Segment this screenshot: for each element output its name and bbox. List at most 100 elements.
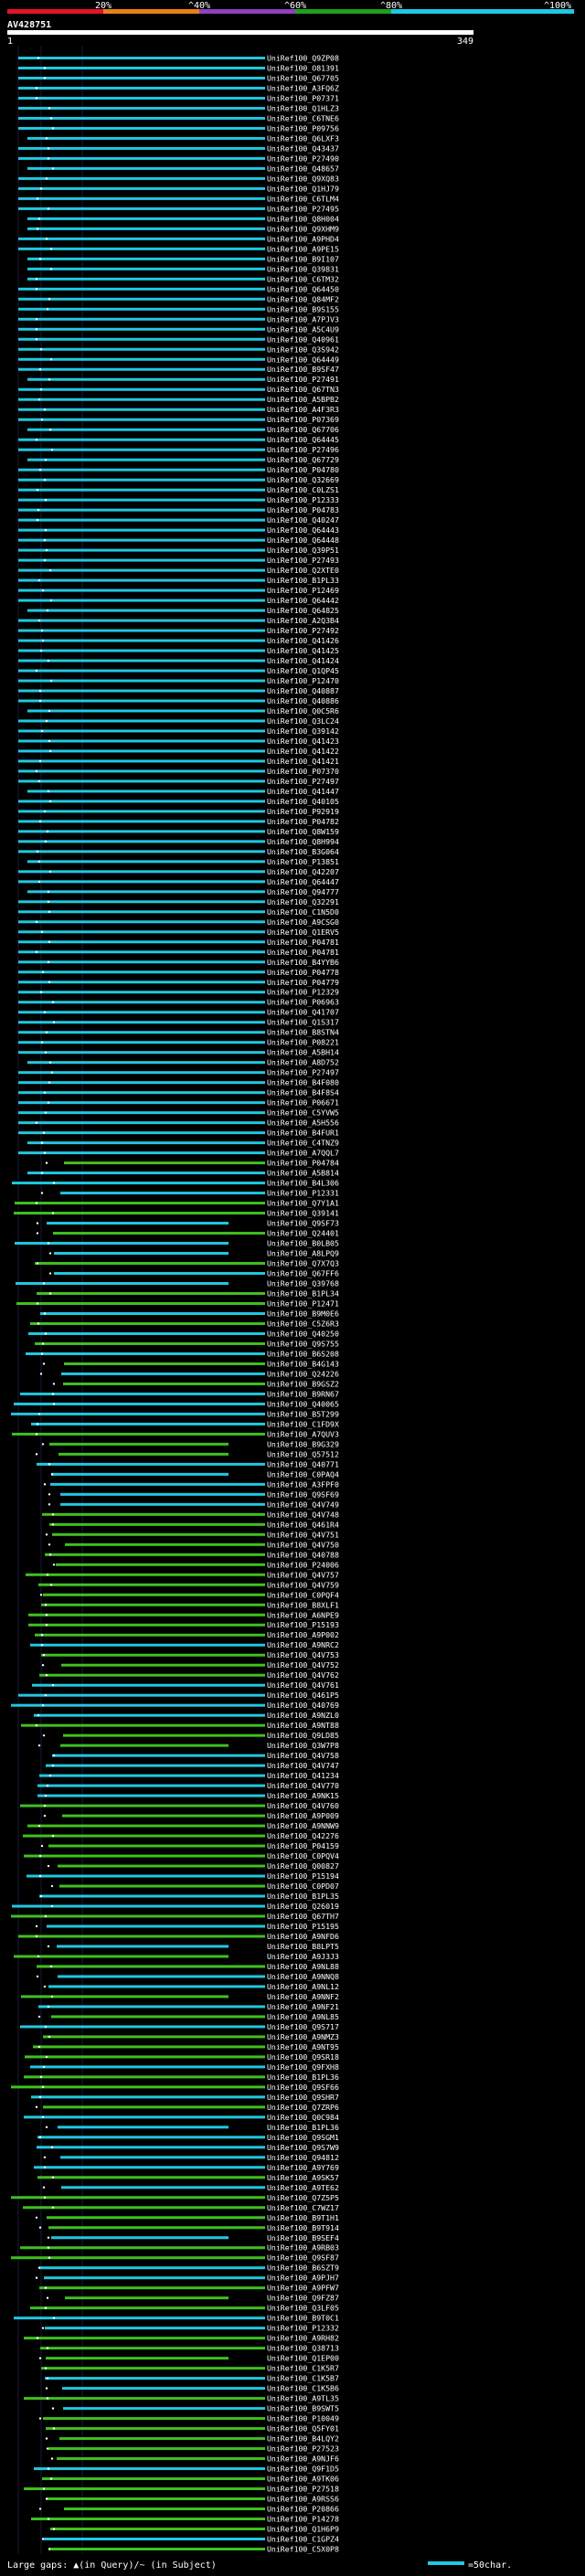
hit-row[interactable]: UniRef100_P07369 xyxy=(18,415,339,424)
hit-row[interactable]: UniRef100_Q7Z5P5 xyxy=(11,2193,339,2202)
hit-row[interactable]: UniRef100_C1FD9X xyxy=(31,1419,339,1428)
hit-label[interactable]: UniRef100_Q3W7P8 xyxy=(267,1741,339,1750)
hit-label[interactable]: UniRef100_B9GSZ2 xyxy=(267,1379,339,1388)
hit-label[interactable]: UniRef100_C6TLM4 xyxy=(267,194,339,203)
hit-row[interactable]: UniRef100_Q00827 xyxy=(47,1861,339,1871)
hit-row[interactable]: UniRef100_A9PJH7 xyxy=(35,2274,339,2283)
hit-label[interactable]: UniRef100_A9NMZ3 xyxy=(267,2032,339,2041)
hit-label[interactable]: UniRef100_P04780 xyxy=(267,465,339,474)
hit-label[interactable]: UniRef100_B1PL36 xyxy=(267,2072,339,2082)
hit-label[interactable]: UniRef100_Q40886 xyxy=(267,696,339,705)
hit-label[interactable]: UniRef100_P10049 xyxy=(267,2414,339,2423)
hit-label[interactable]: UniRef100_P27495 xyxy=(267,204,339,213)
hit-label[interactable]: UniRef100_Q4V751 xyxy=(267,1530,339,1539)
hit-row[interactable]: UniRef100_P04781 xyxy=(18,938,339,947)
hit-row[interactable]: UniRef100_Q0C5R6 xyxy=(27,706,339,716)
hit-row[interactable]: UniRef100_B4F080 xyxy=(18,1078,339,1087)
hit-label[interactable]: UniRef100_B0LB05 xyxy=(267,1239,339,1248)
hit-row[interactable]: UniRef100_C1K5R7 xyxy=(41,2364,339,2373)
hit-label[interactable]: UniRef100_C5YVW5 xyxy=(267,1108,339,1118)
hit-label[interactable]: UniRef100_P13851 xyxy=(267,857,339,866)
hit-row[interactable]: UniRef100_Q40247 xyxy=(18,515,339,525)
hit-label[interactable]: UniRef100_B1PL36 xyxy=(267,2123,339,2132)
hit-row[interactable]: UniRef100_P06671 xyxy=(18,1098,339,1108)
hit-label[interactable]: UniRef100_P27491 xyxy=(267,375,339,384)
hit-row[interactable]: UniRef100_A9Y769 xyxy=(34,2163,339,2172)
hit-row[interactable]: UniRef100_P27523 xyxy=(46,2444,339,2454)
hit-label[interactable]: UniRef100_B9S155 xyxy=(267,304,339,313)
hit-label[interactable]: UniRef100_Q42207 xyxy=(267,867,339,876)
hit-label[interactable]: UniRef100_A5BH14 xyxy=(267,1048,339,1057)
hit-row[interactable]: UniRef100_A9NL12 xyxy=(43,1982,339,1991)
hit-label[interactable]: UniRef100_Q24226 xyxy=(267,1369,339,1378)
hit-row[interactable]: UniRef100_B4G143 xyxy=(42,1359,339,1368)
hit-label[interactable]: UniRef100_A9RSS6 xyxy=(267,2495,339,2504)
hit-label[interactable]: UniRef100_P27490 xyxy=(267,154,339,163)
hit-label[interactable]: UniRef100_A9TL35 xyxy=(267,2394,339,2403)
hit-row[interactable]: UniRef100_Q9S717 xyxy=(20,2022,339,2031)
hit-label[interactable]: UniRef100_Q7X7Q3 xyxy=(267,1259,339,1268)
hit-row[interactable]: UniRef100_A7QUV3 xyxy=(12,1429,339,1438)
hit-row[interactable]: UniRef100_B9G329 xyxy=(41,1439,339,1448)
hit-label[interactable]: UniRef100_A9NK15 xyxy=(267,1791,339,1800)
hit-row[interactable]: UniRef100_Q9FZ87 xyxy=(46,2294,339,2303)
hit-label[interactable]: UniRef100_P12331 xyxy=(267,1189,339,1198)
hit-row[interactable]: UniRef100_B9SF47 xyxy=(18,365,339,374)
hit-label[interactable]: UniRef100_B1PL33 xyxy=(267,576,339,585)
hit-label[interactable]: UniRef100_Q40771 xyxy=(267,1459,339,1468)
hit-row[interactable]: UniRef100_A9RSS6 xyxy=(45,2495,339,2504)
hit-label[interactable]: UniRef100_Q9FXH8 xyxy=(267,2062,339,2072)
hit-row[interactable]: UniRef100_P04159 xyxy=(40,1841,339,1850)
hit-row[interactable]: UniRef100_Q9SGM1 xyxy=(37,2133,339,2142)
hit-label[interactable]: UniRef100_Q94812 xyxy=(267,2153,339,2162)
hit-label[interactable]: UniRef100_Q64442 xyxy=(267,596,339,605)
hit-row[interactable]: UniRef100_Q43437 xyxy=(18,143,339,153)
hit-label[interactable]: UniRef100_A9NJF6 xyxy=(267,2454,339,2464)
hit-label[interactable]: UniRef100_Q0C984 xyxy=(267,2113,339,2122)
hit-label[interactable]: UniRef100_Q9SF69 xyxy=(267,1489,339,1499)
hit-row[interactable]: UniRef100_B3G064 xyxy=(18,847,339,856)
hit-label[interactable]: UniRef100_B9RN67 xyxy=(267,1389,339,1398)
hit-label[interactable]: UniRef100_A7QUV3 xyxy=(267,1429,339,1438)
hit-label[interactable]: UniRef100_Q67TH7 xyxy=(267,1912,339,1921)
hit-row[interactable]: UniRef100_Q1QP45 xyxy=(18,666,339,675)
hit-row[interactable]: UniRef100_Q67FF6 xyxy=(48,1269,339,1278)
hit-row[interactable]: UniRef100_Q9LD85 xyxy=(42,1731,339,1740)
hit-row[interactable]: UniRef100_Q4V748 xyxy=(42,1510,339,1519)
hit-row[interactable]: UniRef100_P24006 xyxy=(52,1560,339,1569)
hit-label[interactable]: UniRef100_P27492 xyxy=(267,626,339,635)
hit-row[interactable]: UniRef100_Q3S942 xyxy=(18,345,339,354)
hit-row[interactable]: UniRef100_P10049 xyxy=(38,2414,339,2423)
hit-label[interactable]: UniRef100_Q4V747 xyxy=(267,1761,339,1770)
hit-label[interactable]: UniRef100_B4L306 xyxy=(267,1179,339,1188)
hit-row[interactable]: UniRef100_C0PD07 xyxy=(50,1882,339,1891)
hit-row[interactable]: UniRef100_Q7Y1A1 xyxy=(15,1199,339,1208)
hit-row[interactable]: UniRef100_Q48657 xyxy=(27,164,339,173)
hit-row[interactable]: UniRef100_Q41426 xyxy=(18,636,339,645)
hit-label[interactable]: UniRef100_A9NNQ8 xyxy=(267,1972,339,1981)
hit-label[interactable]: UniRef100_P92919 xyxy=(267,807,339,816)
hit-row[interactable]: UniRef100_Q4V758 xyxy=(52,1751,339,1760)
hit-label[interactable]: UniRef100_Q4V770 xyxy=(267,1781,339,1790)
hit-row[interactable]: UniRef100_Q0C984 xyxy=(24,2113,339,2122)
hit-label[interactable]: UniRef100_C6TNE6 xyxy=(267,113,339,122)
hit-label[interactable]: UniRef100_P15193 xyxy=(267,1620,339,1629)
hit-row[interactable]: UniRef100_Q4V747 xyxy=(46,1761,339,1770)
hit-row[interactable]: UniRef100_Q9SF66 xyxy=(11,2083,339,2092)
hit-row[interactable]: UniRef100_Q41421 xyxy=(18,757,339,766)
hit-label[interactable]: UniRef100_A9NL85 xyxy=(267,2012,339,2021)
hit-row[interactable]: UniRef100_Q64447 xyxy=(18,877,339,886)
hit-row[interactable]: UniRef100_C1GPZ4 xyxy=(41,2535,339,2544)
hit-label[interactable]: UniRef100_Q8H004 xyxy=(267,214,339,223)
hit-row[interactable]: UniRef100_C0PAQ4 xyxy=(50,1469,339,1479)
hit-label[interactable]: UniRef100_B9T1H1 xyxy=(267,2213,339,2222)
hit-label[interactable]: UniRef100_P27518 xyxy=(267,2485,339,2494)
hit-row[interactable]: UniRef100_Q1H6P9 xyxy=(50,2525,339,2534)
hit-label[interactable]: UniRef100_Q1QP45 xyxy=(267,666,339,675)
hit-row[interactable]: UniRef100_Q67706 xyxy=(27,425,339,434)
hit-label[interactable]: UniRef100_Q67TN3 xyxy=(267,385,339,394)
hit-row[interactable]: UniRef100_A9TL35 xyxy=(24,2394,339,2403)
hit-row[interactable]: UniRef100_Q4V761 xyxy=(32,1680,339,1690)
hit-label[interactable]: UniRef100_Q67FF6 xyxy=(267,1269,339,1278)
hit-row[interactable]: UniRef100_P20866 xyxy=(38,2505,339,2514)
